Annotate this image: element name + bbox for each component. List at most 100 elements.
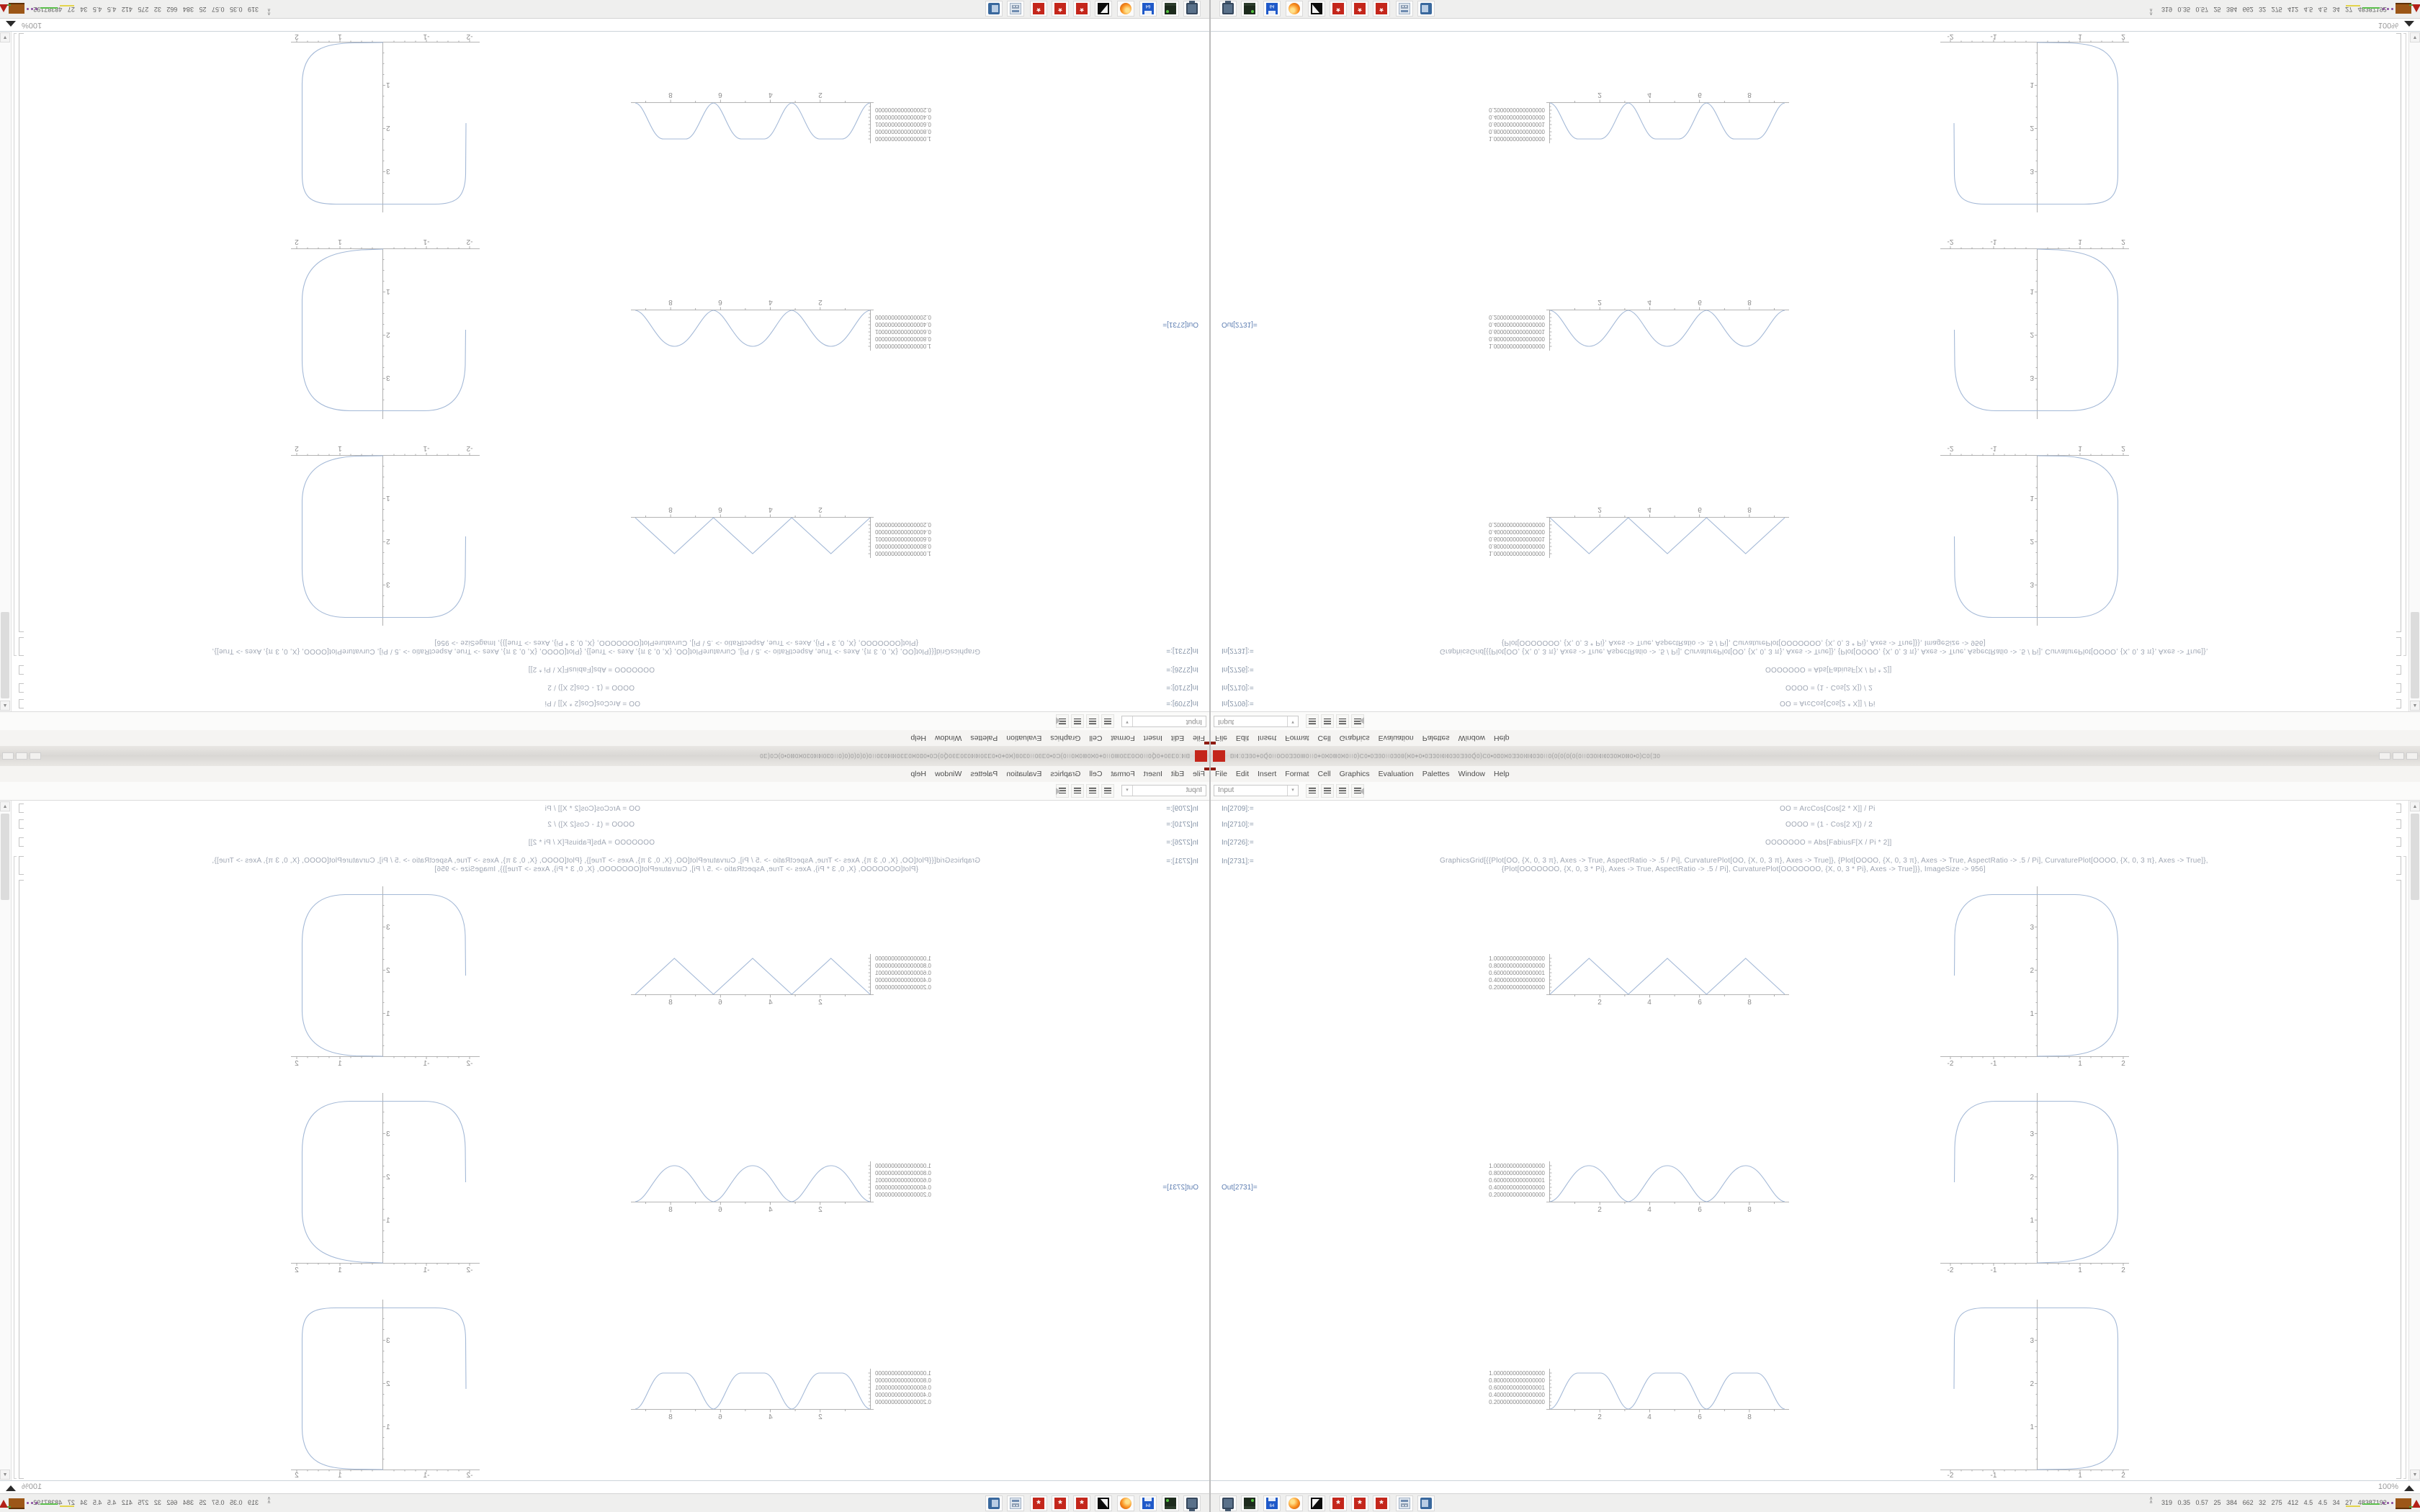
scroll-down-button[interactable]: ▼ [0,1470,10,1480]
cell-bracket[interactable] [19,699,24,708]
minimize-button[interactable]: ‒ [2379,756,2390,760]
output-cell-bracket[interactable] [19,33,24,632]
input-code-graphicsgrid-line2[interactable]: {Plot[OOOOOOO, {X, 0, 3 * Pi}, Axes -> T… [434,865,918,873]
menu-graphics[interactable]: Graphics [1339,770,1370,778]
input-code-fabius[interactable]: OOOOOOO = Abs[FabiusF[X / Pi * 2]] [1765,665,1892,673]
input-code-fabius[interactable]: OOOOOOO = Abs[FabiusF[X / Pi * 2]] [528,665,655,673]
notebook-content[interactable]: In[2709]:= In[2710]:= In[2726]:= In[2731… [0,801,1209,1480]
cell-bracket[interactable] [19,837,24,847]
restore-button[interactable]: ❐ [16,752,27,756]
input-code-graphicsgrid-line2[interactable]: {Plot[OOOOOOO, {X, 0, 3 * Pi}, Axes -> T… [1502,865,1986,873]
panel-settings-launcher[interactable] [1417,1,1435,17]
menu-window[interactable]: Window [1458,734,1486,742]
cell-bracket[interactable] [2396,665,2401,675]
mathematica-task-1[interactable]: * [1330,1,1347,17]
menu-format[interactable]: Format [1111,734,1135,742]
scroll-up-button[interactable]: ▲ [2410,701,2420,711]
minimize-button[interactable]: ‒ [2379,752,2390,756]
vertical-scrollbar[interactable]: ▲ ▼ [2408,801,2420,1480]
scroll-up-button[interactable]: ▲ [0,801,10,811]
menu-insert[interactable]: Insert [1258,770,1277,778]
cell-group-bracket[interactable] [2403,856,2406,1479]
cell-bracket[interactable] [19,856,24,875]
scroll-up-button[interactable]: ▲ [2410,801,2420,811]
window-titlebar[interactable]: * BN.0Ǝ50+0Q0∩0O0Ǝ30M0∩0+0A0w0A0∩0)C0•0Ǝ… [0,746,1209,756]
panel-settings-launcher[interactable] [985,1,1003,17]
floppy64-launcher[interactable]: 64 [1263,1,1281,17]
align-right-button[interactable] [1071,714,1084,728]
menu-cell[interactable]: Cell [1089,734,1103,742]
input-code-graphicsgrid-line2[interactable]: {Plot[OOOOOOO, {X, 0, 3 * Pi}, Axes -> T… [1502,639,1986,647]
mathematica-task-3[interactable]: * [1373,1495,1390,1511]
menu-palettes[interactable]: Palettes [970,734,998,742]
firefox-launcher[interactable] [1117,1495,1134,1511]
vertical-scrollbar[interactable]: ▲ ▼ [0,32,12,711]
disk-utility-launcher[interactable] [1162,1,1179,17]
magnification-menu-icon[interactable] [2404,21,2414,27]
close-button[interactable]: ✕ [2406,756,2418,760]
menu-window[interactable]: Window [934,770,962,778]
output-cell-bracket[interactable] [2396,33,2401,632]
toolbar-collapse-arrow-icon[interactable] [1360,717,1364,724]
cell-bracket[interactable] [2396,637,2401,656]
align-center-button[interactable] [1321,784,1334,798]
toolbar-collapse-arrow-icon[interactable] [1056,717,1060,724]
cell-style-dropdown[interactable]: Input ▾ [1214,716,1299,727]
menu-graphics[interactable]: Graphics [1050,734,1081,742]
magnification-menu-icon[interactable] [6,1485,16,1491]
align-left-button[interactable] [1306,714,1319,728]
scroll-down-button[interactable]: ▼ [2410,32,2420,42]
align-right-button[interactable] [1336,784,1349,798]
input-code-oo[interactable]: OO = ArcCos[Cos[2 * X]] / Pi [544,699,640,707]
cell-style-dropdown[interactable]: Input ▾ [1121,785,1206,796]
scroll-down-button[interactable]: ▼ [2410,1470,2420,1480]
calculator-launcher[interactable] [1007,1,1024,17]
mathematica-task-2[interactable]: * [1052,1495,1069,1511]
restore-button[interactable]: ❐ [2393,756,2404,760]
cell-bracket[interactable] [19,665,24,675]
menu-help[interactable]: Help [1494,734,1510,742]
notebook-content[interactable]: In[2709]:= In[2710]:= In[2726]:= In[2731… [1211,32,2420,711]
menu-edit[interactable]: Edit [1170,734,1185,742]
close-button[interactable]: ✕ [2406,752,2418,756]
scrollbar-thumb[interactable] [1,814,9,900]
cell-group-bracket[interactable] [2403,33,2406,656]
firefox-launcher[interactable] [1286,1,1303,17]
scroll-up-button[interactable]: ▲ [0,701,10,711]
close-button[interactable]: ✕ [2,752,14,756]
cell-bracket[interactable] [19,819,24,829]
cell-group-bracket[interactable] [14,33,17,656]
scrollbar-thumb[interactable] [2411,814,2419,900]
align-right-button[interactable] [1336,714,1349,728]
chevron-down-icon[interactable]: ▾ [1287,716,1298,726]
menu-evaluation[interactable]: Evaluation [1006,770,1042,778]
mathematica-task-2[interactable]: * [1351,1,1368,17]
menu-edit[interactable]: Edit [1170,770,1185,778]
restore-button[interactable]: ❐ [2393,752,2404,756]
notebook-content[interactable]: In[2709]:= In[2710]:= In[2726]:= In[2731… [1211,801,2420,1480]
menu-format[interactable]: Format [1285,734,1309,742]
chevron-down-icon[interactable]: ▾ [1122,786,1133,796]
calculator-launcher[interactable] [1396,1495,1413,1511]
system-monitor-launcher[interactable] [1219,1,1237,17]
cell-bracket[interactable] [19,637,24,656]
menu-file[interactable]: File [1193,734,1205,742]
minimize-button[interactable]: ‒ [30,752,41,756]
image-editor-launcher[interactable] [1308,1,1325,17]
expand-chevrons-icon[interactable]: ∧ ∧ [266,7,271,16]
input-code-graphicsgrid-line1[interactable]: GraphicsGrid[{{Plot[OO, {X, 0, 3 π}, Axe… [1440,857,2208,865]
cell-style-dropdown[interactable]: Input ▾ [1214,785,1299,796]
floppy64-launcher[interactable]: 64 [1139,1495,1157,1511]
input-code-graphicsgrid-line1[interactable]: GraphicsGrid[{{Plot[OO, {X, 0, 3 π}, Axe… [1440,647,2208,655]
image-editor-launcher[interactable] [1095,1,1112,17]
menu-insert[interactable]: Insert [1258,734,1277,742]
menu-help[interactable]: Help [910,770,926,778]
align-left-button[interactable] [1306,784,1319,798]
restore-button[interactable]: ❐ [16,756,27,760]
floppy64-launcher[interactable]: 64 [1139,1,1157,17]
cell-bracket[interactable] [2396,699,2401,708]
minimize-button[interactable]: ‒ [30,756,41,760]
menu-window[interactable]: Window [934,734,962,742]
vertical-scrollbar[interactable]: ▲ ▼ [2408,32,2420,711]
menu-insert[interactable]: Insert [1143,734,1162,742]
